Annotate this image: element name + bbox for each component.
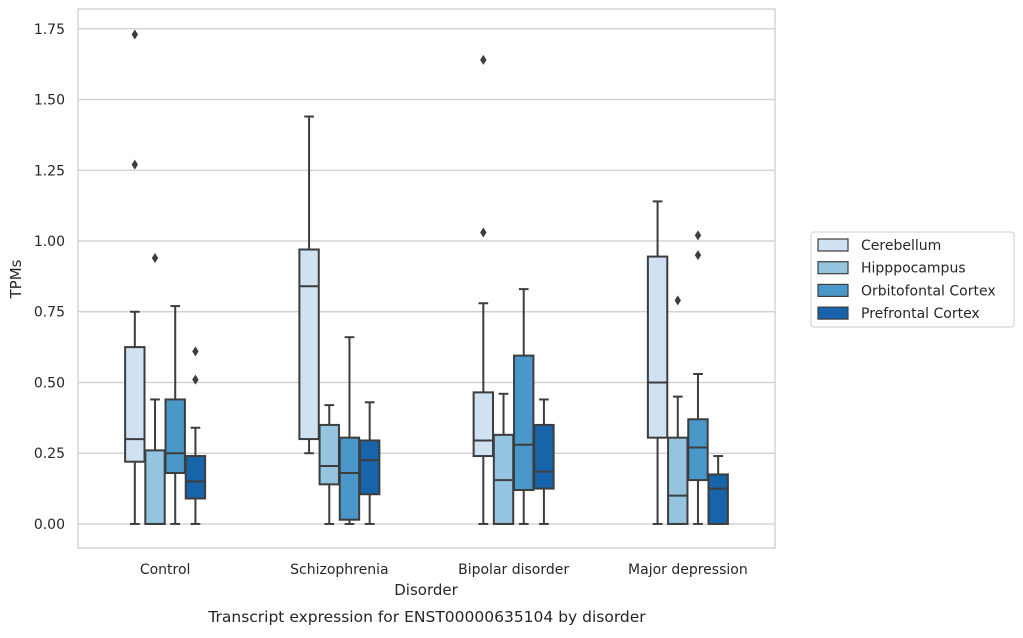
x-tick-labels: Control Schizophrenia Bipolar disorder Majo… <box>140 562 748 578</box>
box-group <box>164 305 186 525</box>
legend-label: Orbitofontal Cortex <box>861 283 996 299</box>
box-group <box>472 54 495 525</box>
figure-caption: Transcript expression for ENST0000063510… <box>207 608 646 626</box>
box <box>472 391 495 458</box>
x-tick-label: Major depression <box>628 562 748 578</box>
outlier-point <box>151 252 159 263</box>
box <box>298 248 320 441</box>
y-tick-label: 1.25 <box>34 163 65 179</box>
outlier-point <box>694 250 702 261</box>
box-group <box>707 455 729 525</box>
box-group <box>492 392 515 525</box>
legend-frame <box>810 231 1015 328</box>
box <box>184 455 207 500</box>
box <box>164 398 186 475</box>
box <box>318 423 340 486</box>
box-group <box>513 288 535 525</box>
outlier-point <box>131 159 139 170</box>
y-tick-labels: 0.00 0.25 0.50 0.75 1.00 1.25 1.50 1.75 <box>34 22 65 533</box>
legend-swatch <box>817 261 849 275</box>
y-tick-label: 1.00 <box>34 234 65 250</box>
box <box>533 423 555 490</box>
box <box>124 346 146 463</box>
plot-area-frame <box>77 8 776 549</box>
box-group <box>298 115 320 455</box>
legend-label: Prefrontal Cortex <box>861 306 980 322</box>
outlier-point <box>674 295 681 306</box>
outlier-point <box>192 374 199 385</box>
y-tick-label: 0.25 <box>34 446 65 462</box>
box-group <box>358 401 381 525</box>
legend-label: Hipppocampus <box>861 261 966 277</box>
box-group <box>646 200 669 525</box>
y-tick-label: 1.75 <box>34 22 65 38</box>
y-tick-label: 1.50 <box>34 93 65 109</box>
box <box>667 436 689 525</box>
box <box>687 418 709 482</box>
x-tick-label: Schizophrenia <box>290 562 388 578</box>
y-tick-label: 0.50 <box>34 375 65 391</box>
outlier-point <box>480 54 487 65</box>
box <box>646 255 669 439</box>
box-group <box>318 404 340 525</box>
box-group <box>184 346 207 525</box>
outlier-point <box>480 227 487 238</box>
x-axis-label: Disorder <box>394 581 458 599</box>
legend: Cerebellum Hipppocampus Orbitofontal Corte… <box>810 231 1015 328</box>
box-group <box>124 29 146 525</box>
x-tick-label: Bipolar disorder <box>458 562 569 578</box>
box-group <box>687 230 709 525</box>
box-group <box>667 295 689 525</box>
y-axis-label: TPMs <box>7 259 25 299</box>
legend-swatch <box>817 283 849 297</box>
legend-swatch <box>817 238 849 252</box>
legend-label: Cerebellum <box>861 238 941 254</box>
box <box>144 449 166 525</box>
box-group <box>338 336 361 525</box>
box-group <box>144 252 166 525</box>
x-tick-label: Control <box>140 562 191 578</box>
outlier-point <box>131 29 139 40</box>
box <box>338 436 361 521</box>
legend-swatch <box>817 306 849 320</box>
box-plots <box>124 29 729 525</box>
y-tick-label: 0.00 <box>34 517 65 533</box>
y-tick-label: 0.75 <box>34 305 65 321</box>
outlier-point <box>694 230 702 241</box>
box <box>513 354 535 491</box>
outlier-point <box>192 346 199 357</box>
box <box>358 439 381 496</box>
box <box>707 473 729 525</box>
box-group <box>533 398 555 525</box>
